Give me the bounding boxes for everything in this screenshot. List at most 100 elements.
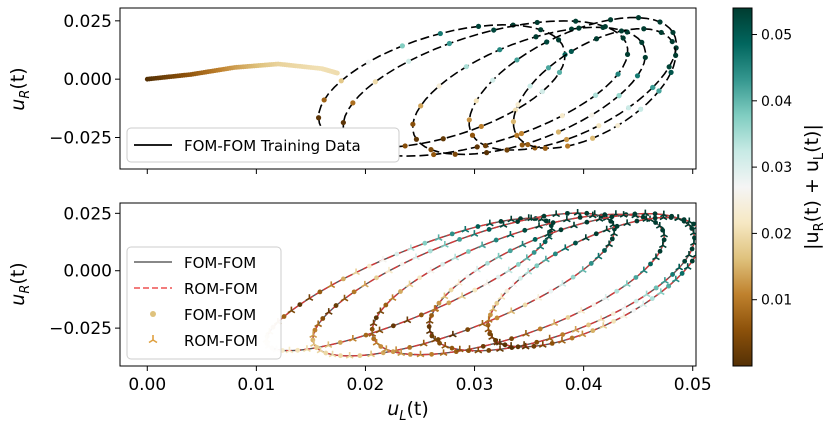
rom-marker (599, 322, 608, 329)
colorbar-label: |uR(t) + uL(t)| (801, 124, 827, 250)
training-marker (478, 123, 484, 130)
training-marker (544, 39, 550, 45)
y-tick-label: 0.000 (63, 262, 112, 282)
fom-marker (488, 312, 493, 318)
training-marker (670, 29, 676, 36)
training-marker (650, 84, 656, 91)
fom-marker (320, 316, 326, 321)
training-marker (600, 24, 606, 31)
fom-marker (390, 323, 396, 329)
rom-marker (536, 242, 545, 250)
training-marker (452, 151, 458, 157)
x-tick-label: 0.05 (674, 375, 712, 395)
fom-marker (609, 214, 615, 220)
fom-marker (436, 300, 442, 306)
training-marker (413, 136, 420, 142)
rom-marker (578, 266, 587, 273)
rom-marker (285, 346, 294, 354)
training-marker (625, 105, 632, 111)
rom-marker (328, 350, 337, 358)
rom-marker (478, 241, 487, 249)
fom-marker (466, 249, 471, 254)
fom-marker (369, 326, 375, 332)
rom-marker (597, 315, 606, 323)
fom-marker (466, 348, 472, 354)
fom-marker (494, 300, 500, 306)
fom-marker (448, 287, 454, 293)
training-orbit (512, 28, 677, 149)
fom-marker (333, 303, 339, 308)
rom-marker (367, 350, 376, 358)
rom-marker (375, 326, 384, 334)
rom-marker (588, 211, 597, 219)
bottom-legend: FOM-FOM ROM-FOM FOM-FOM ROM-FOM (126, 246, 282, 360)
fom-marker (660, 227, 666, 233)
fom-marker (427, 248, 433, 254)
rom-marker (485, 219, 494, 227)
rom-marker (440, 241, 449, 248)
training-marker (620, 35, 626, 41)
rom-marker (602, 225, 611, 233)
rom-marker (659, 213, 668, 221)
fom-marker (281, 314, 287, 319)
rom-marker (595, 215, 604, 222)
rom-marker (416, 350, 425, 358)
fom-marker (648, 261, 653, 267)
fom-marker (407, 351, 413, 357)
fom-marker (633, 298, 639, 304)
rom-marker (675, 263, 684, 271)
fom-marker (577, 214, 583, 220)
fom-marker (351, 289, 357, 295)
training-marker (618, 28, 625, 34)
training-marker (616, 93, 622, 99)
rom-marker (570, 221, 578, 229)
fom-marker (487, 331, 493, 337)
training-marker (538, 27, 544, 33)
rom-marker (455, 345, 464, 353)
fom-marker (586, 322, 591, 328)
rom-marker (685, 217, 694, 225)
training-marker (527, 83, 533, 89)
rom-marker (671, 275, 680, 283)
training-marker (589, 135, 596, 141)
training-marker (545, 65, 552, 71)
fom-marker (373, 315, 379, 321)
fom-marker (584, 219, 590, 225)
rom-marker (340, 294, 349, 302)
fom-marker (614, 288, 620, 294)
fom-marker (610, 311, 616, 317)
fom-marker (407, 345, 413, 350)
xlabel: uL(t) (387, 398, 429, 424)
fom-marker (549, 340, 555, 346)
rom-marker (382, 345, 391, 353)
rom-marker (305, 294, 314, 302)
fom-marker (584, 210, 590, 216)
training-marker (539, 88, 545, 95)
fom-marker (632, 211, 638, 217)
training-marker (615, 122, 621, 129)
fom-marker (652, 211, 658, 217)
bottom-panel: 0.00 0.01 0.02 0.03 0.04 0.05 0.025 0.000 −0.025… (7, 202, 712, 424)
rom-marker (623, 219, 632, 227)
training-marker (365, 59, 371, 65)
fom-marker (371, 336, 377, 342)
training-marker (474, 144, 480, 150)
fom-marker (565, 315, 571, 320)
training-marker (410, 121, 416, 127)
training-marker (514, 132, 520, 139)
fom-marker (493, 337, 498, 343)
fom-marker (363, 332, 369, 338)
y-tick-label: −0.025 (49, 129, 112, 149)
rom-marker (524, 268, 533, 275)
legend-frame (126, 127, 400, 163)
rom-marker (458, 292, 466, 300)
fom-marker (429, 351, 435, 357)
training-marker (542, 145, 548, 151)
rom-marker (461, 225, 470, 233)
training-marker (589, 112, 595, 118)
rom-marker (489, 305, 498, 312)
fom-marker (472, 287, 478, 293)
fom-marker (399, 261, 405, 267)
rom-marker (652, 253, 660, 261)
rom-marker (573, 208, 582, 216)
